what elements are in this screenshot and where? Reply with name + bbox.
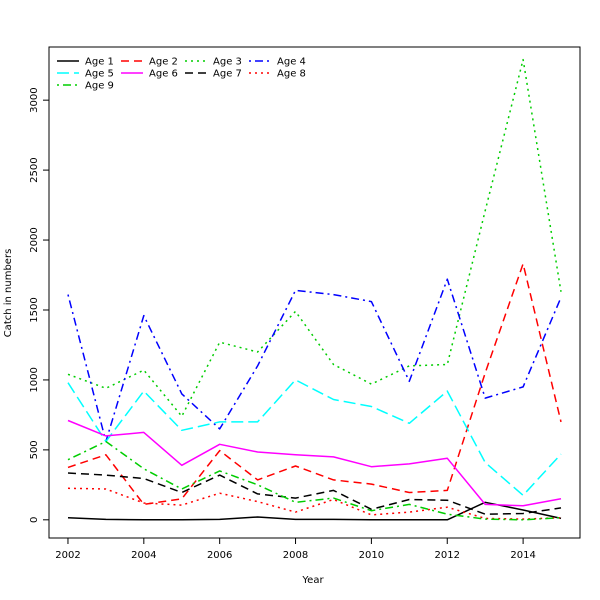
y-tick-label: 2500 [29, 157, 40, 182]
x-tick-label: 2004 [131, 550, 156, 561]
legend-label-age-1: Age 1 [85, 57, 114, 68]
y-axis-title: Catch in numbers [3, 249, 14, 338]
x-axis: 2002 2004 2006 2008 2010 2012 2014 [55, 538, 536, 561]
series-line-age-6 [67, 419, 562, 507]
x-tick-label: 2008 [283, 550, 308, 561]
series-line-age-1 [67, 501, 562, 521]
legend-label-age-7: Age 7 [213, 69, 242, 80]
legend-label-age-9: Age 9 [85, 81, 114, 92]
series-line-age-7 [67, 472, 562, 515]
legend: Age 1 Age 2 Age 3 Age 4 Age 5 Age 6 Age 7 Age 8… [57, 57, 306, 92]
y-tick-label: 1500 [29, 297, 40, 322]
y-tick-label: 500 [29, 440, 40, 459]
y-tick-label: 3000 [29, 87, 40, 112]
series-line-age-4 [67, 278, 562, 443]
x-tick-label: 2012 [435, 550, 460, 561]
legend-label-age-8: Age 8 [277, 69, 306, 80]
legend-label-age-6: Age 6 [149, 69, 178, 80]
y-axis: 0 500 1000 1500 2000 2500 3000 [29, 87, 49, 523]
x-tick-label: 2006 [207, 550, 232, 561]
y-tick-label: 0 [29, 517, 40, 523]
series-line-age-5 [67, 379, 562, 497]
legend-label-age-5: Age 5 [85, 69, 114, 80]
x-axis-title: Year [301, 575, 324, 586]
series-layer [67, 58, 562, 521]
y-tick-label: 1000 [29, 367, 40, 392]
series-line-age-9 [67, 440, 562, 521]
plot-frame [48, 46, 581, 539]
legend-label-age-4: Age 4 [277, 57, 306, 68]
x-tick-label: 2002 [55, 550, 80, 561]
legend-label-age-2: Age 2 [149, 57, 178, 68]
legend-label-age-3: Age 3 [213, 57, 242, 68]
y-tick-label: 2000 [29, 227, 40, 252]
series-line-age-8 [67, 487, 562, 520]
x-tick-label: 2010 [359, 550, 384, 561]
x-tick-label: 2014 [510, 550, 535, 561]
